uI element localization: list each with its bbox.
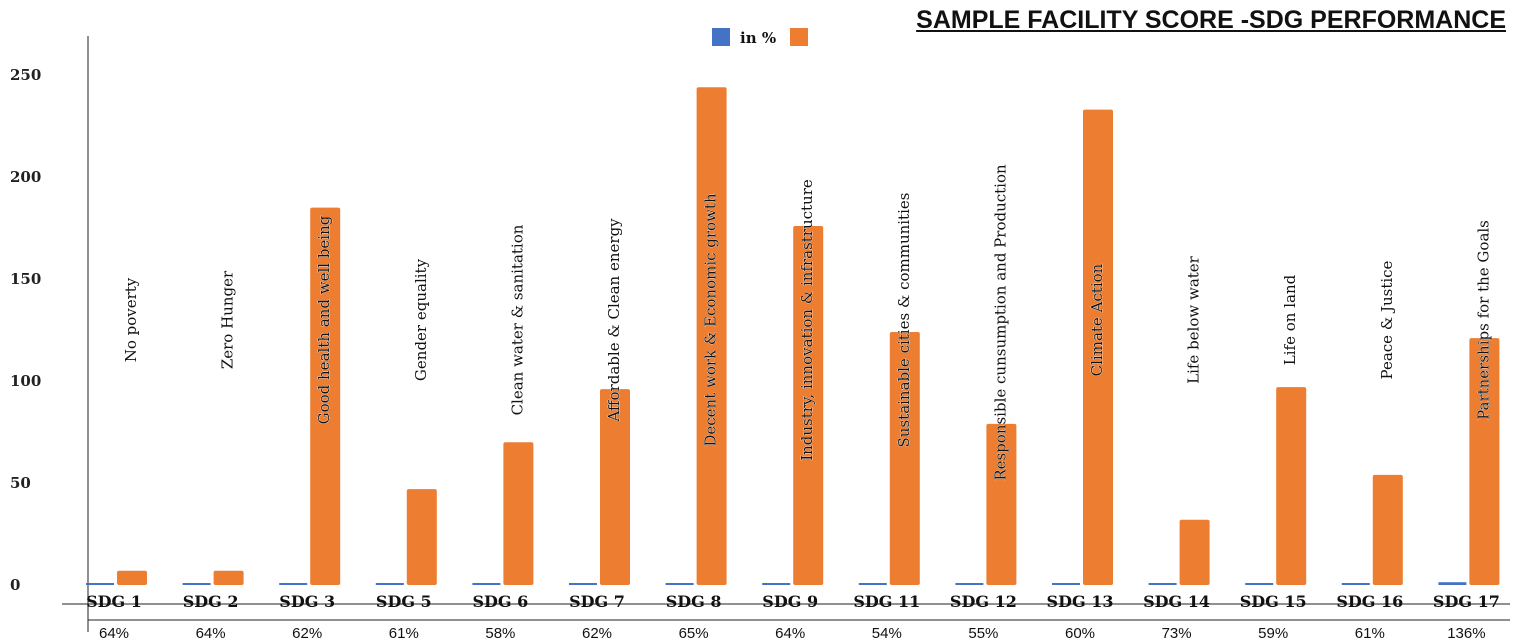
x-tick-label: SDG 9 (762, 592, 818, 611)
bar-score (986, 423, 1017, 585)
legend-swatch-in-percent (712, 28, 730, 46)
bar-score (889, 332, 920, 585)
percent-label: 62% (582, 625, 612, 642)
bar-score (503, 442, 534, 585)
chart-title: SAMPLE FACILITY SCORE -SDG PERFORMANCE (916, 6, 1506, 34)
percent-label: 64% (196, 625, 226, 642)
y-tick-label: 100 (10, 372, 41, 390)
goal-name-label: Partnerships for the Goals (1474, 220, 1492, 420)
percent-label: 136% (1447, 625, 1485, 642)
bar-score (1372, 474, 1403, 585)
y-tick-label: 150 (10, 270, 41, 288)
goal-name-label: No poverty (122, 277, 140, 362)
bar-score (1179, 519, 1210, 585)
y-tick-label: 0 (10, 576, 20, 594)
legend: in % (712, 28, 832, 47)
x-tick-label: SDG 14 (1143, 592, 1210, 611)
x-tick-label: SDG 2 (183, 592, 239, 611)
bar-score (696, 87, 727, 586)
percent-label: 73% (1162, 625, 1192, 642)
percent-label: 58% (485, 625, 515, 642)
bar-in-percent (1052, 583, 1080, 585)
legend-swatch-score (790, 28, 809, 46)
percent-label: 64% (99, 625, 129, 642)
bar-in-percent (665, 583, 694, 585)
percent-label: 54% (872, 625, 902, 642)
x-tick-label: SDG 11 (853, 592, 920, 611)
bar-score (1469, 338, 1500, 585)
bar-score (793, 225, 824, 585)
percent-label: 61% (1355, 625, 1385, 642)
percent-label: 60% (1065, 625, 1095, 642)
bar-in-percent (858, 583, 887, 585)
y-tick-label: 250 (10, 66, 41, 84)
bar-in-percent (1148, 583, 1177, 585)
percent-label: 55% (968, 625, 998, 642)
goal-name-label: Zero Hunger (219, 270, 237, 369)
legend-label-in-percent: in % (740, 29, 777, 47)
x-tick-label: SDG 16 (1336, 592, 1403, 611)
goal-name-label: Life on land (1281, 274, 1299, 365)
x-tick-label: SDG 12 (950, 592, 1017, 611)
bar-in-percent (279, 583, 308, 585)
bar-in-percent (1341, 583, 1370, 585)
goal-name-label: Decent work & Economic growth (702, 193, 720, 447)
goal-name-label: Responsible cunsumption and Production (991, 164, 1009, 481)
bar-in-percent (1438, 582, 1467, 585)
bar-score (213, 570, 244, 585)
x-tick-label: SDG 3 (279, 592, 335, 611)
goal-name-label: Clean water & sanitation (508, 224, 526, 415)
bar-in-percent (955, 583, 984, 585)
bar-in-percent (762, 583, 791, 585)
percent-label: 64% (775, 625, 805, 642)
x-tick-label: SDG 17 (1433, 592, 1500, 611)
y-tick-label: 200 (10, 168, 41, 186)
bar-score (1276, 387, 1307, 585)
bar-in-percent (1245, 583, 1274, 585)
percent-label: 61% (389, 625, 419, 642)
x-tick-label: SDG 6 (473, 592, 529, 611)
x-tick-label: SDG 13 (1047, 592, 1114, 611)
goal-name-label: Industry, innovation & infrastructure (798, 179, 816, 461)
percent-label: 62% (292, 625, 322, 642)
bar-score (600, 389, 630, 585)
bar-in-percent (182, 583, 211, 585)
goal-name-label: Life below water (1185, 255, 1203, 384)
bar-score (1083, 109, 1113, 586)
bar-score (406, 489, 437, 585)
x-tick-label: SDG 1 (86, 592, 142, 611)
goal-name-label: Gender equality (412, 258, 430, 381)
y-tick-label: 50 (10, 474, 31, 492)
x-tick-label: SDG 7 (569, 592, 625, 611)
x-tick-label: SDG 5 (376, 592, 432, 611)
bar-score (310, 207, 341, 585)
goal-name-label: Good health and well being (315, 215, 333, 424)
goal-name-label: Sustainable cities & communities (895, 193, 913, 448)
goal-name-label: Climate Action (1088, 263, 1106, 376)
bar-in-percent (375, 583, 404, 585)
percent-label: 59% (1258, 625, 1288, 642)
percent-label: 65% (679, 625, 709, 642)
goal-name-label: Peace & Justice (1378, 260, 1396, 379)
bar-in-percent (86, 583, 114, 585)
x-tick-label: SDG 8 (666, 592, 722, 611)
x-tick-label: SDG 15 (1240, 592, 1307, 611)
bar-in-percent (472, 583, 501, 585)
bar-score (117, 570, 147, 585)
bar-in-percent (569, 583, 597, 585)
goal-name-label: Affordable & Clean energy (605, 218, 623, 423)
